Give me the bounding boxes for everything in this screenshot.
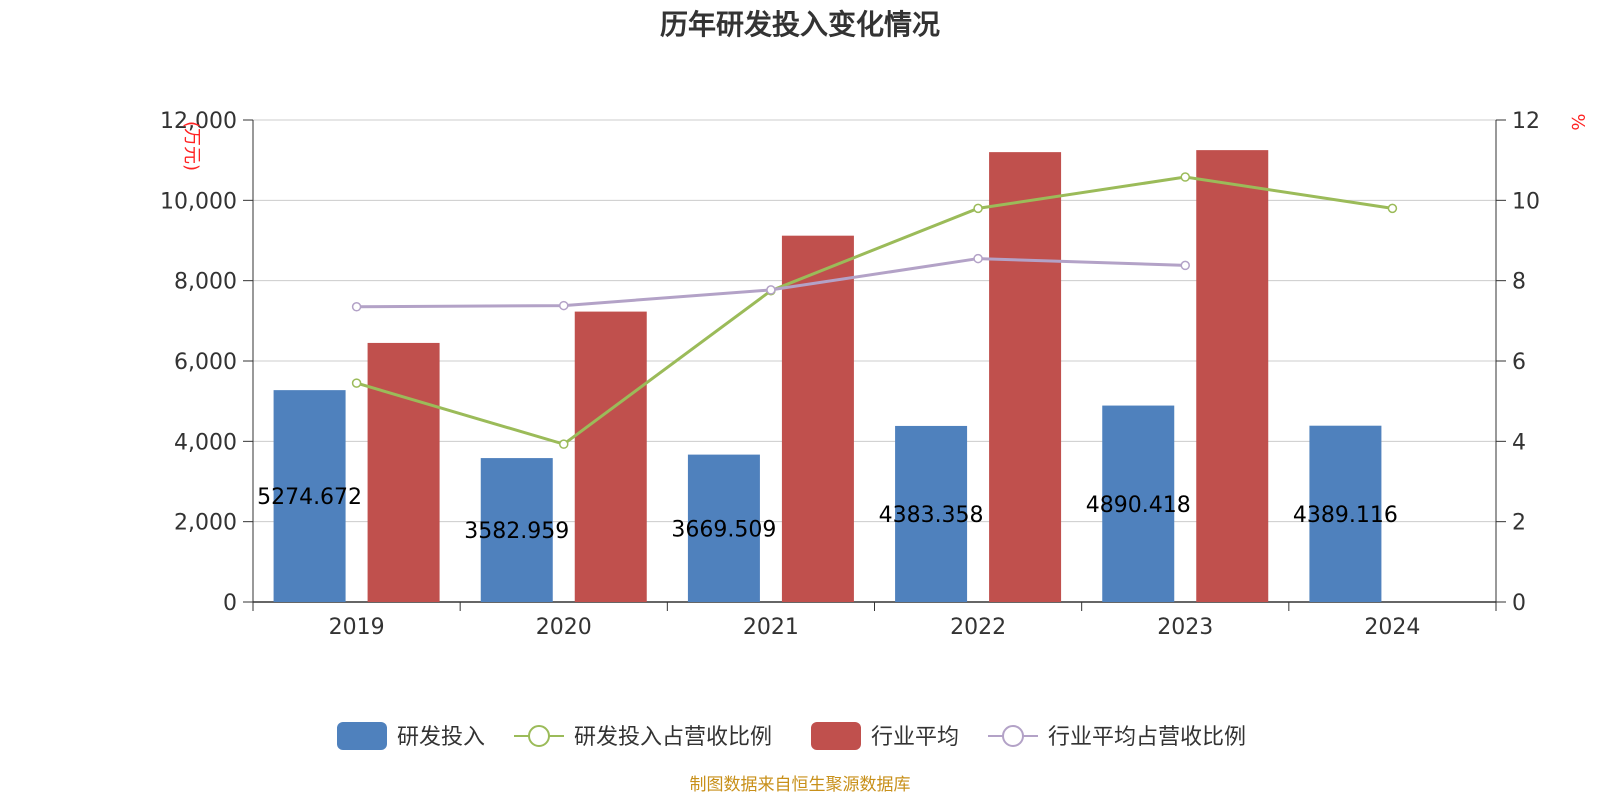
source-footer: 制图数据来自恒生聚源数据库	[690, 775, 911, 795]
point-industry-ratio	[1180, 260, 1190, 271]
lines	[351, 172, 1398, 449]
chart-title: 历年研发投入变化情况	[660, 8, 940, 41]
y-left-tick-label: 0	[223, 591, 237, 616]
bar-industry-avg	[1196, 150, 1269, 602]
grid	[253, 119, 1496, 523]
point-industry-ratio	[351, 302, 362, 312]
y-left-tick-label: 2,000	[174, 511, 237, 536]
y-left-tick-label: 12,000	[160, 109, 237, 134]
legend-item-rd-ratio[interactable]: 研发投入占营收比例	[514, 725, 772, 750]
y-right-tick-label: 6	[1512, 350, 1526, 375]
point-industry-ratio	[559, 300, 569, 311]
point-industry-ratio	[973, 253, 983, 264]
bar-rd-investment	[687, 454, 760, 602]
bar-rd-investment	[1309, 425, 1382, 602]
bar-industry-avg	[367, 342, 440, 602]
x-tick-label: 2022	[950, 615, 1006, 640]
bar-value-label: 3669.509	[671, 517, 776, 542]
bar-industry-avg	[989, 152, 1062, 602]
bar-rd-investment	[895, 425, 968, 602]
x-tick-label: 2024	[1364, 615, 1420, 640]
bars	[273, 150, 1382, 602]
bar-industry-avg	[574, 311, 647, 602]
y-left-unit: (万元)	[181, 121, 202, 171]
point-rd-ratio	[351, 378, 362, 388]
bar-rd-investment	[480, 458, 553, 602]
legend-item-industry-ratio[interactable]: 行业平均占营收比例	[988, 725, 1246, 750]
x-tick-label: 2019	[329, 615, 385, 640]
y-right-tick-label: 8	[1512, 270, 1526, 295]
legend-marker-rd-ratio	[528, 725, 550, 747]
y-left-tick-label: 10,000	[160, 189, 237, 214]
legend-item-industry-avg[interactable]: 行业平均	[811, 722, 959, 750]
bar-value-label: 4383.358	[879, 503, 984, 528]
x-tick-label: 2023	[1157, 615, 1213, 640]
bar-value-label: 4389.116	[1293, 503, 1398, 528]
point-rd-ratio	[1387, 203, 1398, 214]
y-left-tick-label: 8,000	[174, 270, 237, 295]
y-right-tick-label: 2	[1512, 511, 1526, 536]
legend-swatch-industry-avg	[811, 722, 861, 750]
legend: 研发投入 研发投入占营收比例 行业平均 行业平均占营收比例	[337, 722, 1246, 750]
y-right-tick-label: 0	[1512, 591, 1526, 616]
x-tick-label: 2020	[536, 615, 592, 640]
line-rd-ratio	[356, 175, 1393, 446]
bar-value-label: 5274.672	[257, 485, 362, 510]
point-rd-ratio	[973, 203, 983, 214]
bar-value-label: 4890.418	[1086, 493, 1191, 518]
legend-label-rd-investment: 研发投入	[397, 725, 485, 750]
point-rd-ratio	[1180, 172, 1190, 182]
point-rd-ratio	[559, 439, 569, 449]
legend-label-industry-avg: 行业平均	[871, 725, 959, 750]
bar-industry-avg	[781, 235, 854, 602]
bar-value-label: 3582.959	[464, 519, 569, 544]
y-right-tick-label: 12	[1512, 109, 1540, 134]
x-tick-label: 2021	[743, 615, 799, 640]
legend-item-rd-investment[interactable]: 研发投入	[337, 722, 485, 750]
legend-label-industry-ratio: 行业平均占营收比例	[1048, 725, 1246, 750]
y-right-tick-label: 10	[1512, 189, 1540, 214]
point-industry-ratio	[766, 285, 776, 295]
axes: 0 2,000 4,000 6,000 8,000 10,000 12,000 0 2 4 6 8 10…	[160, 109, 1588, 640]
y-left-tick-label: 6,000	[174, 350, 237, 375]
y-right-unit: %	[1567, 113, 1588, 130]
bar-rd-investment	[273, 390, 346, 602]
legend-label-rd-ratio: 研发投入占营收比例	[574, 725, 772, 750]
bar-rd-investment	[1102, 405, 1175, 602]
legend-marker-industry-ratio	[1002, 725, 1024, 747]
legend-swatch-rd-investment	[337, 722, 387, 750]
y-right-tick-label: 4	[1512, 430, 1526, 455]
y-left-tick-label: 4,000	[174, 430, 237, 455]
bar-labels: 5274.672 3582.959 3669.509 4383.358 4890.418…	[257, 485, 1398, 544]
